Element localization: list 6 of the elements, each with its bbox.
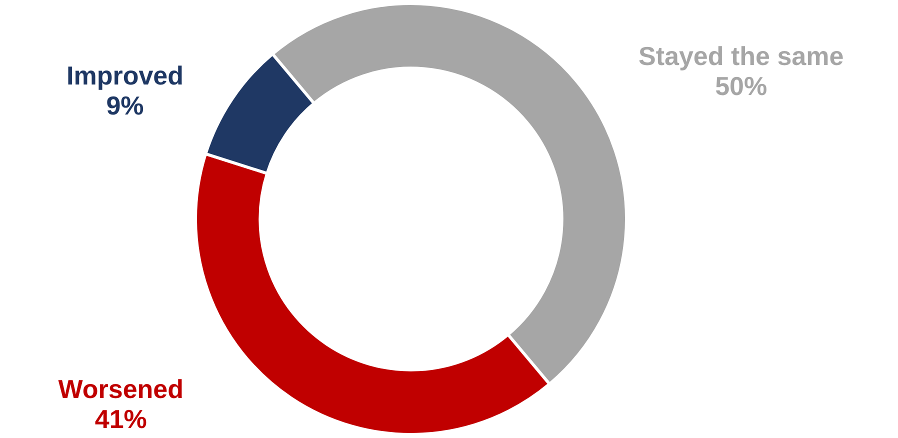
data-label: 41% [94, 404, 147, 434]
data-label: 9% [106, 90, 144, 121]
slice-label: Stayed the same [638, 40, 844, 71]
data-label: 50% [715, 70, 768, 101]
slice-label: Worsened [58, 374, 184, 404]
slice-label: Improved [66, 60, 184, 91]
